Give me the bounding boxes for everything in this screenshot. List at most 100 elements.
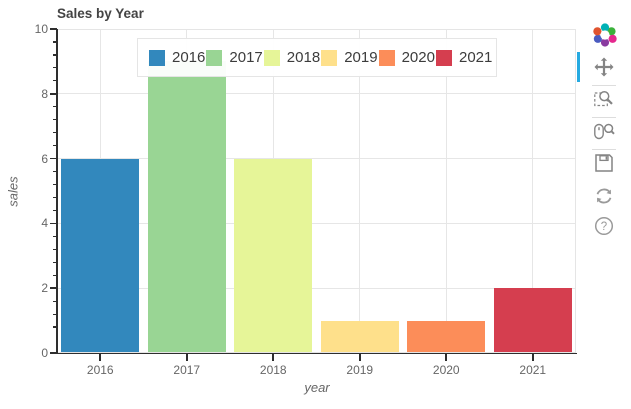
save-icon bbox=[595, 154, 613, 172]
y-minor-tick bbox=[52, 326, 57, 328]
x-major-tick bbox=[185, 354, 188, 361]
y-minor-tick bbox=[52, 183, 57, 186]
reset-tool-button[interactable] bbox=[584, 181, 624, 211]
y-tick-label: 6 bbox=[41, 151, 48, 166]
x-major-tick bbox=[99, 354, 102, 361]
y-minor-tick bbox=[52, 80, 57, 82]
x-major-tick bbox=[445, 354, 448, 361]
legend-label: 2017 bbox=[229, 49, 263, 66]
legend-swatch-2021 bbox=[436, 49, 452, 66]
legend-swatch-2016 bbox=[149, 49, 165, 66]
y-minor-tick bbox=[52, 196, 57, 199]
y-major-tick bbox=[50, 222, 57, 225]
y-minor-tick bbox=[52, 209, 57, 212]
legend-entry-2020: 2020 bbox=[378, 39, 435, 76]
x-gridline bbox=[359, 29, 361, 353]
bokeh-logo[interactable] bbox=[592, 22, 618, 48]
y-gridline bbox=[57, 222, 576, 224]
x-axis-line bbox=[57, 352, 577, 355]
y-gridline bbox=[57, 93, 576, 95]
help-tool-button[interactable]: ? bbox=[584, 211, 624, 241]
legend-entry-2017: 2017 bbox=[206, 39, 263, 76]
bar-2018 bbox=[234, 158, 313, 353]
bar-2016 bbox=[61, 158, 140, 353]
legend-entry-2019: 2019 bbox=[321, 39, 378, 76]
legend-entry-2018: 2018 bbox=[263, 39, 321, 76]
x-tick-label: 2019 bbox=[346, 363, 374, 377]
y-minor-tick bbox=[52, 274, 57, 276]
chart-title: Sales by Year bbox=[57, 6, 144, 21]
y-minor-tick bbox=[52, 67, 57, 69]
box-zoom-tool-button[interactable] bbox=[584, 84, 624, 114]
y-minor-tick bbox=[52, 235, 57, 237]
pan-tool-button[interactable] bbox=[584, 52, 624, 82]
legend-label: 2016 bbox=[172, 49, 206, 66]
y-major-tick bbox=[50, 352, 57, 354]
y-tick-label: 10 bbox=[34, 22, 48, 36]
y-major-tick bbox=[50, 93, 57, 95]
x-gridline bbox=[445, 29, 447, 353]
x-tick-label: 2017 bbox=[173, 363, 201, 377]
y-gridline bbox=[57, 158, 576, 160]
wheel-zoom-tool-button[interactable] bbox=[584, 116, 624, 146]
x-tick-label: 2016 bbox=[86, 363, 114, 377]
save-tool-button[interactable] bbox=[584, 148, 624, 178]
y-major-tick bbox=[50, 287, 57, 289]
reset-icon bbox=[596, 188, 612, 204]
y-minor-tick bbox=[52, 248, 57, 250]
y-gridline bbox=[57, 287, 576, 289]
x-axis-label: year bbox=[304, 380, 330, 395]
y-minor-tick bbox=[52, 300, 57, 302]
y-major-tick bbox=[50, 157, 57, 160]
x-gridline bbox=[532, 29, 534, 353]
legend-label: 2020 bbox=[401, 49, 435, 66]
toolbar-separator bbox=[592, 149, 616, 150]
x-tick-label: 2020 bbox=[432, 363, 460, 377]
wheel-zoom-icon bbox=[594, 123, 615, 140]
toolbar-separator bbox=[592, 85, 616, 86]
y-major-tick bbox=[50, 28, 57, 30]
bar-2019 bbox=[320, 320, 399, 353]
y-axis-line bbox=[56, 29, 58, 354]
legend-entry-2016: 2016 bbox=[149, 39, 205, 76]
legend-swatch-2017 bbox=[206, 49, 223, 66]
x-major-tick bbox=[358, 354, 361, 361]
y-tick-label: 2 bbox=[41, 281, 48, 296]
legend-swatch-2018 bbox=[263, 49, 280, 66]
y-tick-label: 8 bbox=[41, 86, 48, 101]
x-major-tick bbox=[531, 354, 534, 361]
y-minor-tick bbox=[52, 313, 57, 315]
svg-text:?: ? bbox=[601, 221, 607, 233]
plot-frame-outline bbox=[57, 29, 576, 353]
legend-entry-2021: 2021 bbox=[436, 39, 492, 76]
bar-2017 bbox=[147, 61, 226, 353]
y-minor-tick bbox=[52, 145, 57, 147]
y-tick-label: 0 bbox=[41, 346, 48, 360]
y-minor-tick bbox=[52, 119, 57, 121]
box-zoom-icon bbox=[594, 91, 613, 107]
y-minor-tick bbox=[52, 106, 57, 108]
y-tick-label: 4 bbox=[41, 216, 48, 231]
legend-swatch-2019 bbox=[321, 49, 338, 66]
y-minor-tick bbox=[52, 54, 57, 56]
legend-label: 2018 bbox=[286, 49, 321, 66]
plot-area[interactable] bbox=[57, 28, 576, 353]
y-minor-tick bbox=[52, 261, 57, 263]
legend: 2016 2017 2018 2019 2020 2021 bbox=[137, 38, 497, 77]
y-minor-tick bbox=[52, 132, 57, 134]
bar-2021 bbox=[493, 288, 572, 353]
legend-label: 2019 bbox=[344, 49, 378, 66]
x-tick-label: 2021 bbox=[519, 363, 547, 377]
y-axis-label: sales bbox=[5, 176, 21, 207]
x-tick-label: 2018 bbox=[259, 363, 287, 377]
legend-swatch-2020 bbox=[378, 49, 395, 66]
toolbar-separator bbox=[592, 117, 616, 118]
x-major-tick bbox=[272, 354, 275, 361]
legend-label: 2021 bbox=[459, 49, 493, 66]
help-icon: ? bbox=[594, 216, 614, 236]
y-minor-tick bbox=[52, 41, 57, 43]
active-tool-indicator bbox=[577, 52, 580, 82]
pan-icon bbox=[594, 57, 614, 77]
bar-2020 bbox=[407, 320, 486, 353]
